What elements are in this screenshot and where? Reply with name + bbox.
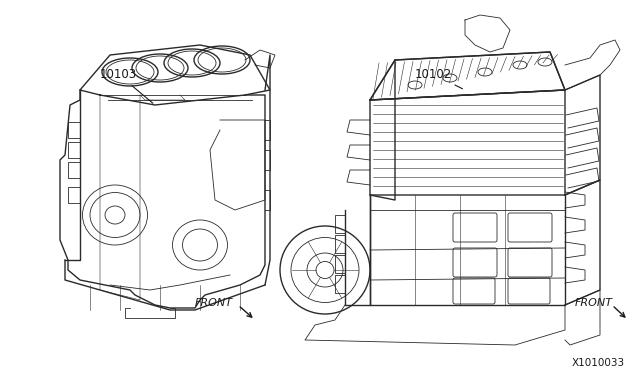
Text: FRONT: FRONT [575, 298, 613, 308]
Text: X1010033: X1010033 [572, 358, 625, 368]
Text: 10103: 10103 [100, 68, 153, 103]
Text: 10102: 10102 [415, 68, 463, 89]
Text: FRONT: FRONT [195, 298, 233, 308]
